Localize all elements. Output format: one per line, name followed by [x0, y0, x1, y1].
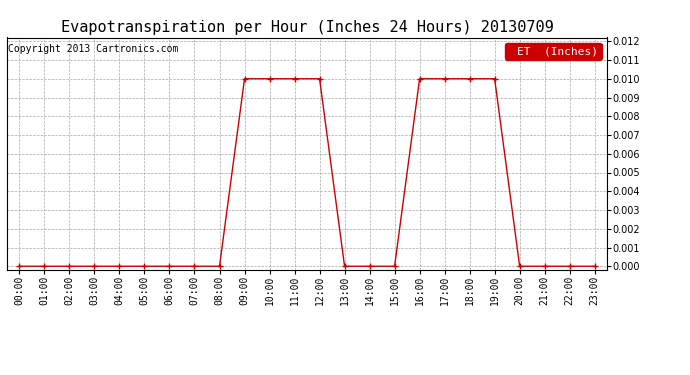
Legend: ET  (Inches): ET (Inches)	[505, 43, 602, 60]
Text: Copyright 2013 Cartronics.com: Copyright 2013 Cartronics.com	[8, 45, 179, 54]
Title: Evapotranspiration per Hour (Inches 24 Hours) 20130709: Evapotranspiration per Hour (Inches 24 H…	[61, 20, 553, 35]
